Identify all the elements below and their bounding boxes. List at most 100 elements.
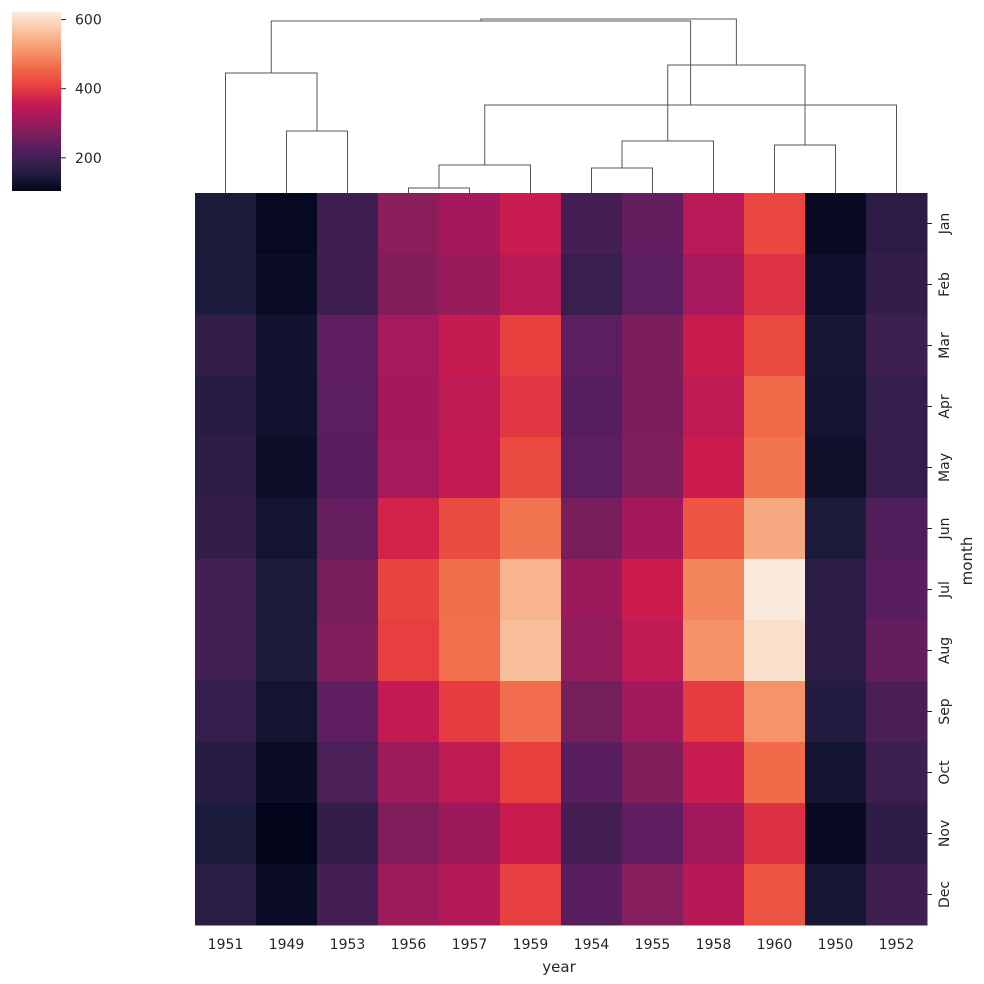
colorbar-gradient (12, 12, 61, 191)
dendrogram-link (408, 187, 470, 193)
heatmap-cell (561, 864, 623, 926)
heatmap-cell (561, 498, 623, 560)
heatmap-cell (317, 742, 379, 804)
heatmap-cell (195, 742, 257, 804)
heatmap-cell (866, 681, 928, 743)
heatmap-cell (439, 620, 501, 682)
heatmap-cell (439, 193, 501, 255)
heatmap-cell (439, 559, 501, 621)
heatmap-cell (256, 742, 318, 804)
heatmap-cell (805, 803, 867, 865)
heatmap-cell (500, 193, 562, 255)
colorbar: 200 400 600 (12, 12, 102, 191)
heatmap-cell (439, 437, 501, 499)
heatmap-cell (378, 620, 440, 682)
heatmap-cell (256, 559, 318, 621)
heatmap-cell (317, 559, 379, 621)
heatmap-cell (500, 559, 562, 621)
heatmap-cell (744, 803, 806, 865)
heatmap-cell (378, 559, 440, 621)
heatmap-cell (561, 681, 623, 743)
heatmap-cell (683, 681, 745, 743)
y-tick-label: Mar (937, 332, 953, 359)
y-tick-label: Dec (937, 881, 953, 908)
heatmap-cell (439, 742, 501, 804)
heatmap-cell (805, 742, 867, 804)
heatmap-cell (805, 254, 867, 316)
heatmap-cell (256, 437, 318, 499)
heatmap-cell (195, 193, 257, 255)
heatmap-cells (195, 193, 928, 926)
y-tick-label: Jun (937, 518, 953, 541)
heatmap-cell (256, 681, 318, 743)
heatmap-cell (439, 315, 501, 377)
y-tick-label: Apr (937, 394, 953, 418)
heatmap-cell (683, 498, 745, 560)
x-tick-label: 1954 (574, 937, 610, 953)
heatmap-cell (195, 620, 257, 682)
heatmap-cell (805, 498, 867, 560)
x-axis-label: year (542, 958, 576, 976)
heatmap-cell (500, 315, 562, 377)
heatmap-cell (622, 742, 684, 804)
heatmap-cell (378, 437, 440, 499)
heatmap-cell (561, 803, 623, 865)
x-tick-label: 1960 (757, 937, 793, 953)
heatmap-cell (195, 376, 257, 438)
y-tick-label: Nov (937, 820, 953, 847)
heatmap-cell (256, 315, 318, 377)
heatmap-cell (378, 254, 440, 316)
heatmap-cell (744, 254, 806, 316)
heatmap-cell (622, 681, 684, 743)
heatmap-cell (744, 376, 806, 438)
heatmap-cell (683, 254, 745, 316)
heatmap-cell (805, 315, 867, 377)
heatmap-cell (500, 681, 562, 743)
heatmap-cell (256, 864, 318, 926)
heatmap-cell (744, 742, 806, 804)
dendrogram-link (438, 164, 531, 193)
y-tick-labels: Jan Feb Mar Apr May Jun Jul Aug Sep Oct Nov Dec (927, 213, 953, 908)
y-tick-label: Sep (937, 698, 953, 725)
y-tick-label: Aug (937, 637, 953, 664)
heatmap-cell (805, 376, 867, 438)
dendrogram-link (286, 130, 348, 193)
heatmap-cell (500, 254, 562, 316)
heatmap-cell (744, 437, 806, 499)
heatmap-cell (317, 315, 379, 377)
heatmap-cell (378, 376, 440, 438)
x-tick-label: 1953 (330, 937, 366, 953)
x-tick-label: 1950 (818, 937, 854, 953)
heatmap-cell (378, 864, 440, 926)
heatmap-cell (622, 864, 684, 926)
heatmap-cell (378, 681, 440, 743)
heatmap-cell (500, 376, 562, 438)
heatmap-cell (744, 498, 806, 560)
heatmap-cell (500, 498, 562, 560)
heatmap-cell (683, 803, 745, 865)
heatmap-cell (256, 254, 318, 316)
heatmap-cell (378, 742, 440, 804)
heatmap-cell (500, 803, 562, 865)
x-tick-label: 1957 (452, 937, 488, 953)
heatmap-cell (256, 803, 318, 865)
heatmap-cell (622, 559, 684, 621)
heatmap-cell (195, 437, 257, 499)
heatmap-cell (439, 681, 501, 743)
heatmap-cell (500, 620, 562, 682)
dendrogram-link (591, 167, 653, 193)
dendrogram-link (480, 18, 737, 65)
heatmap-cell (439, 864, 501, 926)
heatmap-cell (622, 254, 684, 316)
x-tick-labels: 1951 1949 1953 1956 1957 1959 1954 1955 1958 1960… (208, 937, 915, 953)
heatmap-cell (439, 498, 501, 560)
heatmap-cell (500, 864, 562, 926)
heatmap-cell (683, 559, 745, 621)
heatmap-cell (866, 864, 928, 926)
heatmap-cell (683, 315, 745, 377)
heatmap-cell (683, 376, 745, 438)
heatmap-cell (866, 193, 928, 255)
dendrogram-link (225, 72, 318, 193)
heatmap-cell (805, 193, 867, 255)
heatmap-cell (683, 742, 745, 804)
